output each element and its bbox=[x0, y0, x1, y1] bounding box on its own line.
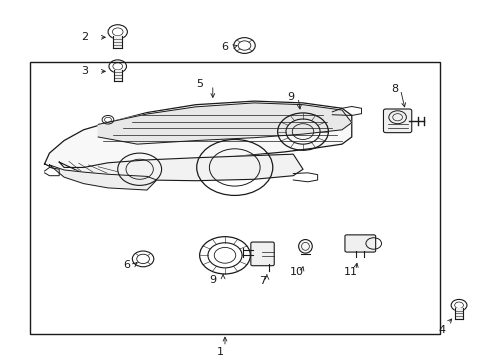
Text: 9: 9 bbox=[209, 275, 216, 285]
Text: 6: 6 bbox=[221, 42, 228, 52]
Text: 6: 6 bbox=[123, 260, 130, 270]
FancyBboxPatch shape bbox=[383, 109, 411, 133]
Polygon shape bbox=[98, 103, 351, 144]
Text: 9: 9 bbox=[286, 92, 294, 102]
Text: 11: 11 bbox=[343, 267, 357, 277]
Polygon shape bbox=[113, 36, 122, 48]
Polygon shape bbox=[114, 70, 122, 81]
Bar bbox=[30, 62, 439, 334]
Polygon shape bbox=[454, 309, 462, 319]
FancyBboxPatch shape bbox=[250, 242, 274, 266]
Polygon shape bbox=[44, 101, 351, 176]
Text: 5: 5 bbox=[196, 79, 203, 89]
Text: 8: 8 bbox=[390, 84, 397, 94]
Text: 10: 10 bbox=[289, 267, 304, 277]
Text: 2: 2 bbox=[81, 32, 88, 42]
Polygon shape bbox=[49, 165, 157, 190]
Polygon shape bbox=[59, 154, 303, 181]
Text: 4: 4 bbox=[438, 325, 445, 334]
Text: 1: 1 bbox=[216, 347, 223, 357]
FancyBboxPatch shape bbox=[344, 235, 375, 252]
Ellipse shape bbox=[298, 239, 312, 253]
Text: 3: 3 bbox=[81, 66, 88, 76]
Text: 7: 7 bbox=[259, 276, 265, 286]
